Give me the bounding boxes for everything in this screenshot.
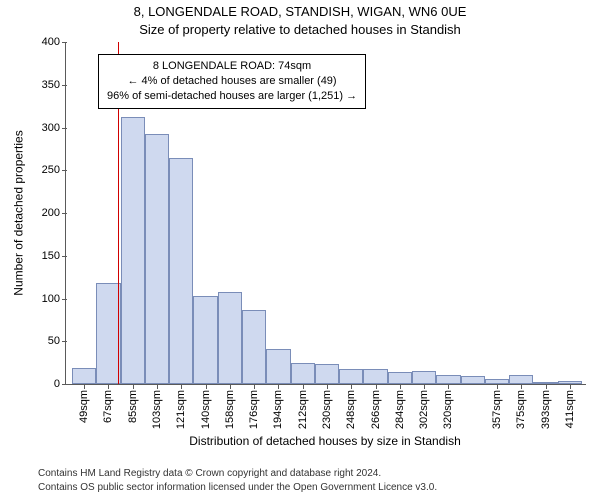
x-tick-label: 103sqm (151, 390, 163, 429)
x-tick-label: 85sqm (127, 390, 139, 423)
x-tick-mark (108, 384, 109, 389)
title-subtitle: Size of property relative to detached ho… (0, 22, 600, 37)
annotation-box: 8 LONGENDALE ROAD: 74sqm ← 4% of detache… (98, 54, 366, 109)
x-tick-label: 67sqm (102, 390, 114, 423)
bar (436, 375, 460, 384)
y-tick: 50 (48, 335, 66, 347)
y-tick: 350 (42, 79, 66, 91)
x-tick-mark (376, 384, 377, 389)
x-tick-label: 266sqm (370, 390, 382, 429)
bar (169, 158, 193, 384)
x-tick-mark (327, 384, 328, 389)
x-tick-label: 357sqm (491, 390, 503, 429)
x-tick-label: 158sqm (224, 390, 236, 429)
bar (461, 376, 485, 384)
bar (145, 134, 169, 384)
y-tick: 150 (42, 250, 66, 262)
annotation-line-1: 8 LONGENDALE ROAD: 74sqm (107, 59, 357, 74)
x-tick-mark (157, 384, 158, 389)
x-tick-label: 302sqm (418, 390, 430, 429)
y-tick: 250 (42, 164, 66, 176)
y-axis-label-text: Number of detached properties (12, 130, 26, 295)
footer-line-2: Contains OS public sector information li… (38, 481, 437, 495)
x-tick-label: 375sqm (515, 390, 527, 429)
bar (72, 368, 96, 384)
annotation-line-3: 96% of semi-detached houses are larger (… (107, 89, 357, 104)
x-tick-label: 212sqm (297, 390, 309, 429)
x-tick-mark (181, 384, 182, 389)
y-tick: 400 (42, 36, 66, 48)
bar (315, 364, 339, 384)
x-tick-label: 411sqm (564, 390, 576, 428)
x-axis-label: Distribution of detached houses by size … (65, 434, 585, 448)
title-address: 8, LONGENDALE ROAD, STANDISH, WIGAN, WN6… (0, 4, 600, 19)
x-tick-label: 49sqm (78, 390, 90, 423)
chart-container: 8, LONGENDALE ROAD, STANDISH, WIGAN, WN6… (0, 0, 600, 500)
x-tick-mark (546, 384, 547, 389)
x-tick-mark (570, 384, 571, 389)
bar (242, 310, 266, 384)
bar (412, 371, 436, 384)
x-tick-label: 230sqm (321, 390, 333, 429)
x-tick-mark (303, 384, 304, 389)
x-tick-mark (206, 384, 207, 389)
x-tick-mark (497, 384, 498, 389)
x-tick-label: 393sqm (540, 390, 552, 429)
x-tick-mark (254, 384, 255, 389)
bar (218, 292, 242, 384)
x-tick-mark (230, 384, 231, 389)
y-tick: 300 (42, 122, 66, 134)
bar (121, 117, 145, 384)
x-tick-label: 121sqm (175, 390, 187, 429)
bar (363, 369, 387, 384)
bar (266, 349, 290, 384)
x-tick-mark (400, 384, 401, 389)
bar (388, 372, 412, 384)
y-tick: 200 (42, 207, 66, 219)
y-axis-label: Number of detached properties (12, 42, 26, 384)
y-tick: 100 (42, 293, 66, 305)
annotation-line-2: ← 4% of detached houses are smaller (49) (107, 74, 357, 89)
bar (291, 363, 315, 384)
bar (509, 375, 533, 384)
x-tick-mark (424, 384, 425, 389)
x-tick-label: 140sqm (200, 390, 212, 429)
x-tick-label: 320sqm (442, 390, 454, 429)
plot-area: 8 LONGENDALE ROAD: 74sqm ← 4% of detache… (65, 42, 586, 385)
footer: Contains HM Land Registry data © Crown c… (38, 467, 437, 494)
x-tick-mark (278, 384, 279, 389)
bar (339, 369, 363, 384)
x-tick-mark (133, 384, 134, 389)
x-tick-mark (351, 384, 352, 389)
bar (193, 296, 217, 384)
x-tick-mark (521, 384, 522, 389)
footer-line-1: Contains HM Land Registry data © Crown c… (38, 467, 437, 481)
x-tick-mark (84, 384, 85, 389)
x-tick-label: 284sqm (394, 390, 406, 429)
x-tick-label: 176sqm (248, 390, 260, 429)
x-tick-label: 248sqm (345, 390, 357, 429)
y-tick: 0 (54, 378, 66, 390)
x-tick-label: 194sqm (272, 390, 284, 429)
x-tick-mark (448, 384, 449, 389)
